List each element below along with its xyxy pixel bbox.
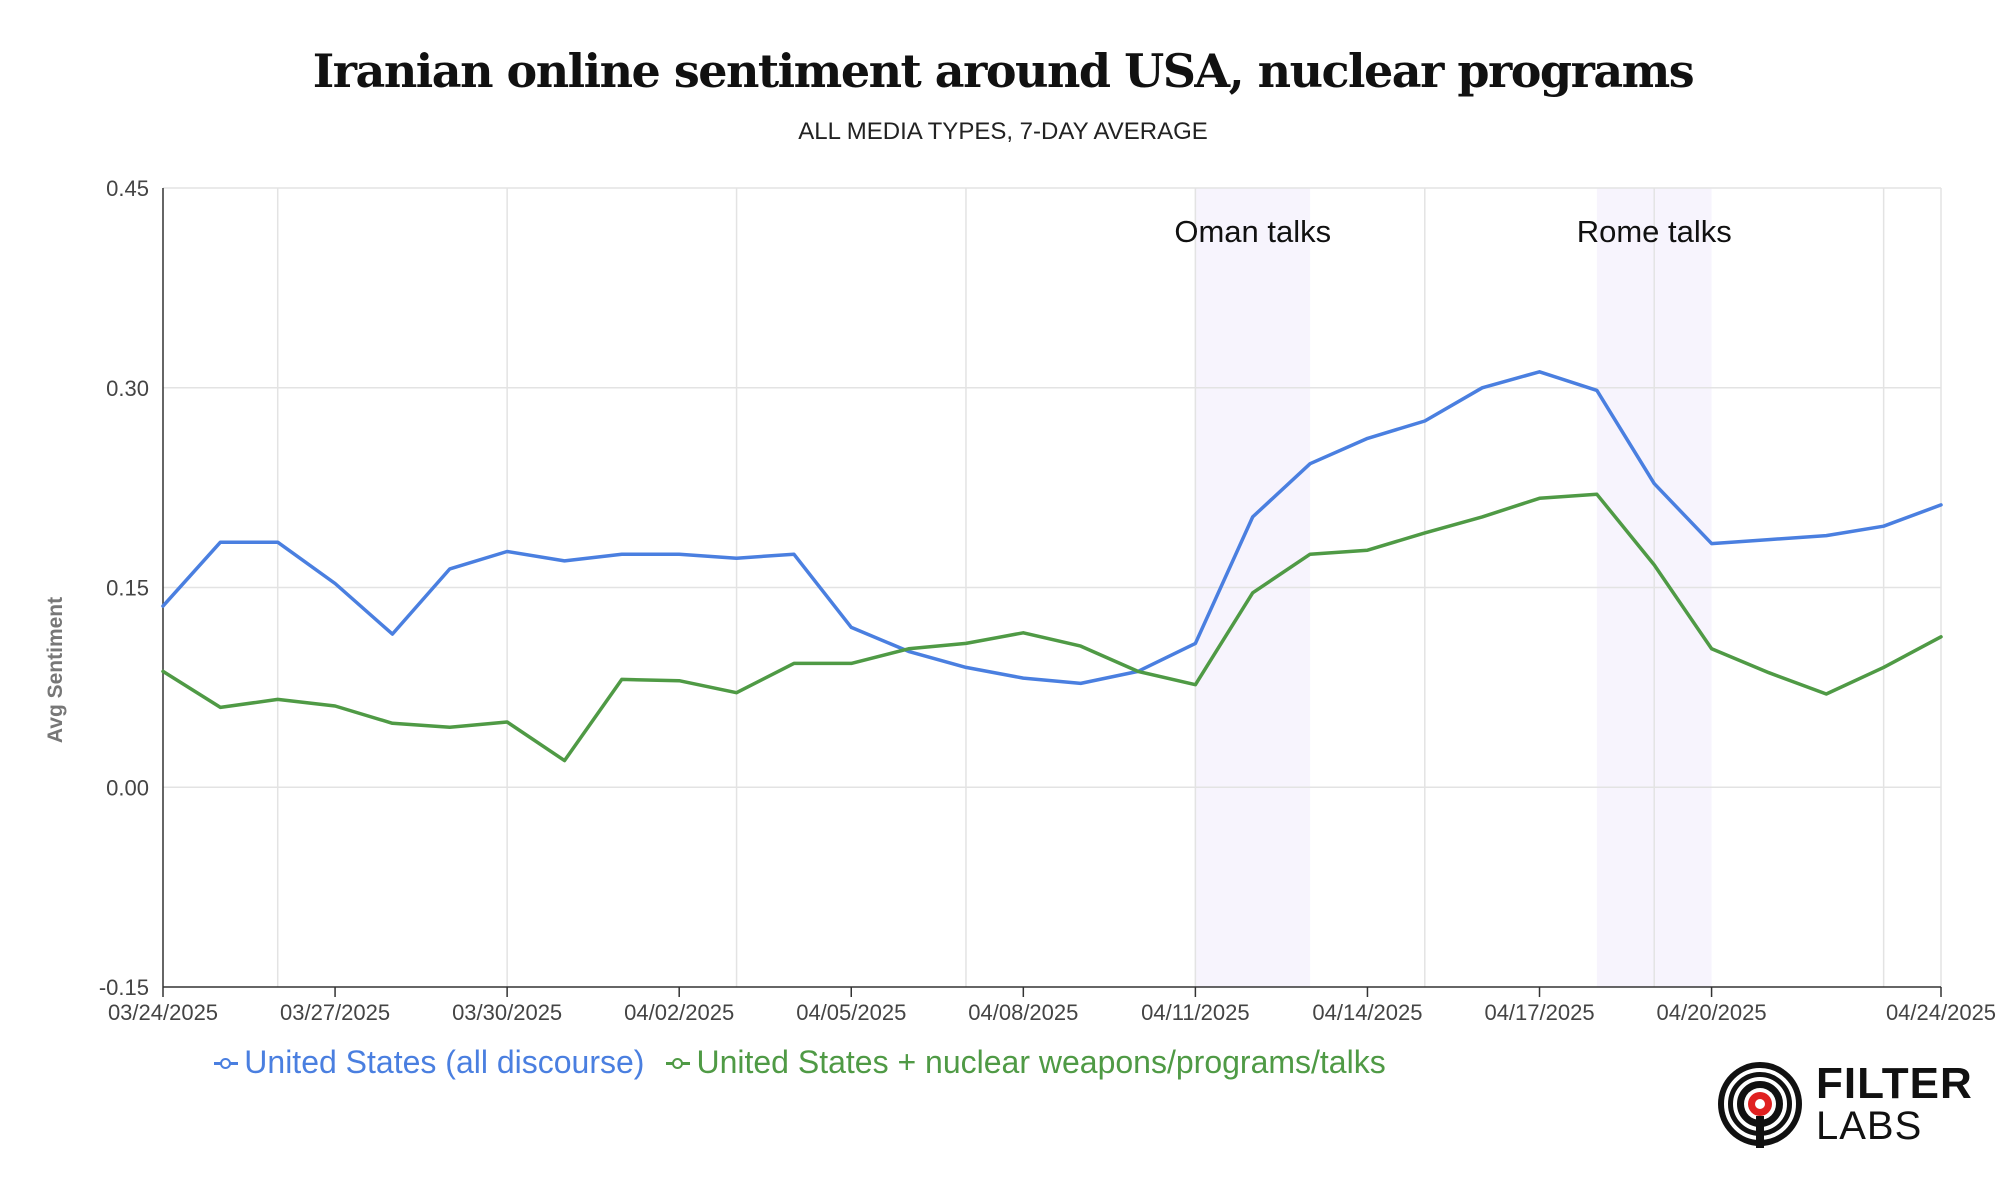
legend-marker-icon xyxy=(666,1056,691,1070)
filter-labs-logo: FILTER LABS xyxy=(1716,1060,1973,1148)
logo-word-filter: FILTER xyxy=(1816,1059,1973,1108)
series-line-0 xyxy=(161,370,1943,686)
legend-item-0[interactable]: United States (all discourse) xyxy=(214,1044,644,1081)
x-tick-label: 04/11/2025 xyxy=(1141,1000,1249,1025)
legend-label: United States (all discourse) xyxy=(244,1044,645,1080)
legend: United States (all discourse) United Stat… xyxy=(0,1044,1600,1081)
x-tick-label: 04/17/2025 xyxy=(1484,1000,1594,1025)
x-tick-label: 03/24/2025 xyxy=(108,1000,218,1025)
x-tick-label: 04/02/2025 xyxy=(624,1000,734,1025)
y-axis-label: Avg Sentiment xyxy=(44,597,67,743)
annotation-label-0: Oman talks xyxy=(1174,214,1331,249)
chart-title: Iranian online sentiment around USA, nuc… xyxy=(312,44,1695,98)
logo-word-labs: LABS xyxy=(1816,1104,1923,1148)
x-tick-label: 04/20/2025 xyxy=(1657,1000,1767,1025)
chart-subtitle: ALL MEDIA TYPES, 7-DAY AVERAGE xyxy=(798,118,1208,145)
legend-marker-icon xyxy=(214,1056,239,1070)
filter-labs-logo-icon xyxy=(1718,1062,1802,1148)
annotation-label-1: Rome talks xyxy=(1577,214,1732,249)
legend-label: United States + nuclear weapons/programs… xyxy=(696,1044,1386,1080)
y-tick-label: 0.00 xyxy=(106,775,149,800)
x-tick-label: 04/14/2025 xyxy=(1312,1000,1422,1025)
y-tick-label: 0.15 xyxy=(106,576,149,601)
y-tick-label: -0.15 xyxy=(99,975,149,1000)
x-tick-label: 03/27/2025 xyxy=(280,1000,390,1025)
annotation-labels: Oman talks Rome talks xyxy=(1174,214,1731,249)
y-tick-label: 0.45 xyxy=(106,176,149,201)
x-tick-label: 04/24/2025 xyxy=(1886,1000,1996,1025)
legend-item-1[interactable]: United States + nuclear weapons/programs… xyxy=(666,1044,1386,1081)
x-tick-label: 03/30/2025 xyxy=(452,1000,562,1025)
grid-lines xyxy=(163,187,1942,987)
series-lines xyxy=(161,370,1943,763)
x-tick-label: 04/05/2025 xyxy=(796,1000,906,1025)
x-tick-label: 04/08/2025 xyxy=(968,1000,1078,1025)
series-line-1 xyxy=(161,492,1943,763)
y-tick-label: 0.30 xyxy=(106,376,149,401)
